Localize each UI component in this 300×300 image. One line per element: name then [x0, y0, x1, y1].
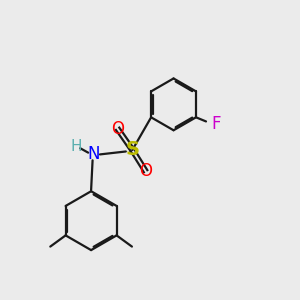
Text: N: N	[88, 146, 100, 164]
Text: O: O	[111, 120, 124, 138]
Text: O: O	[139, 162, 152, 180]
Text: S: S	[125, 140, 139, 160]
Text: H: H	[70, 139, 82, 154]
Text: F: F	[211, 115, 221, 133]
